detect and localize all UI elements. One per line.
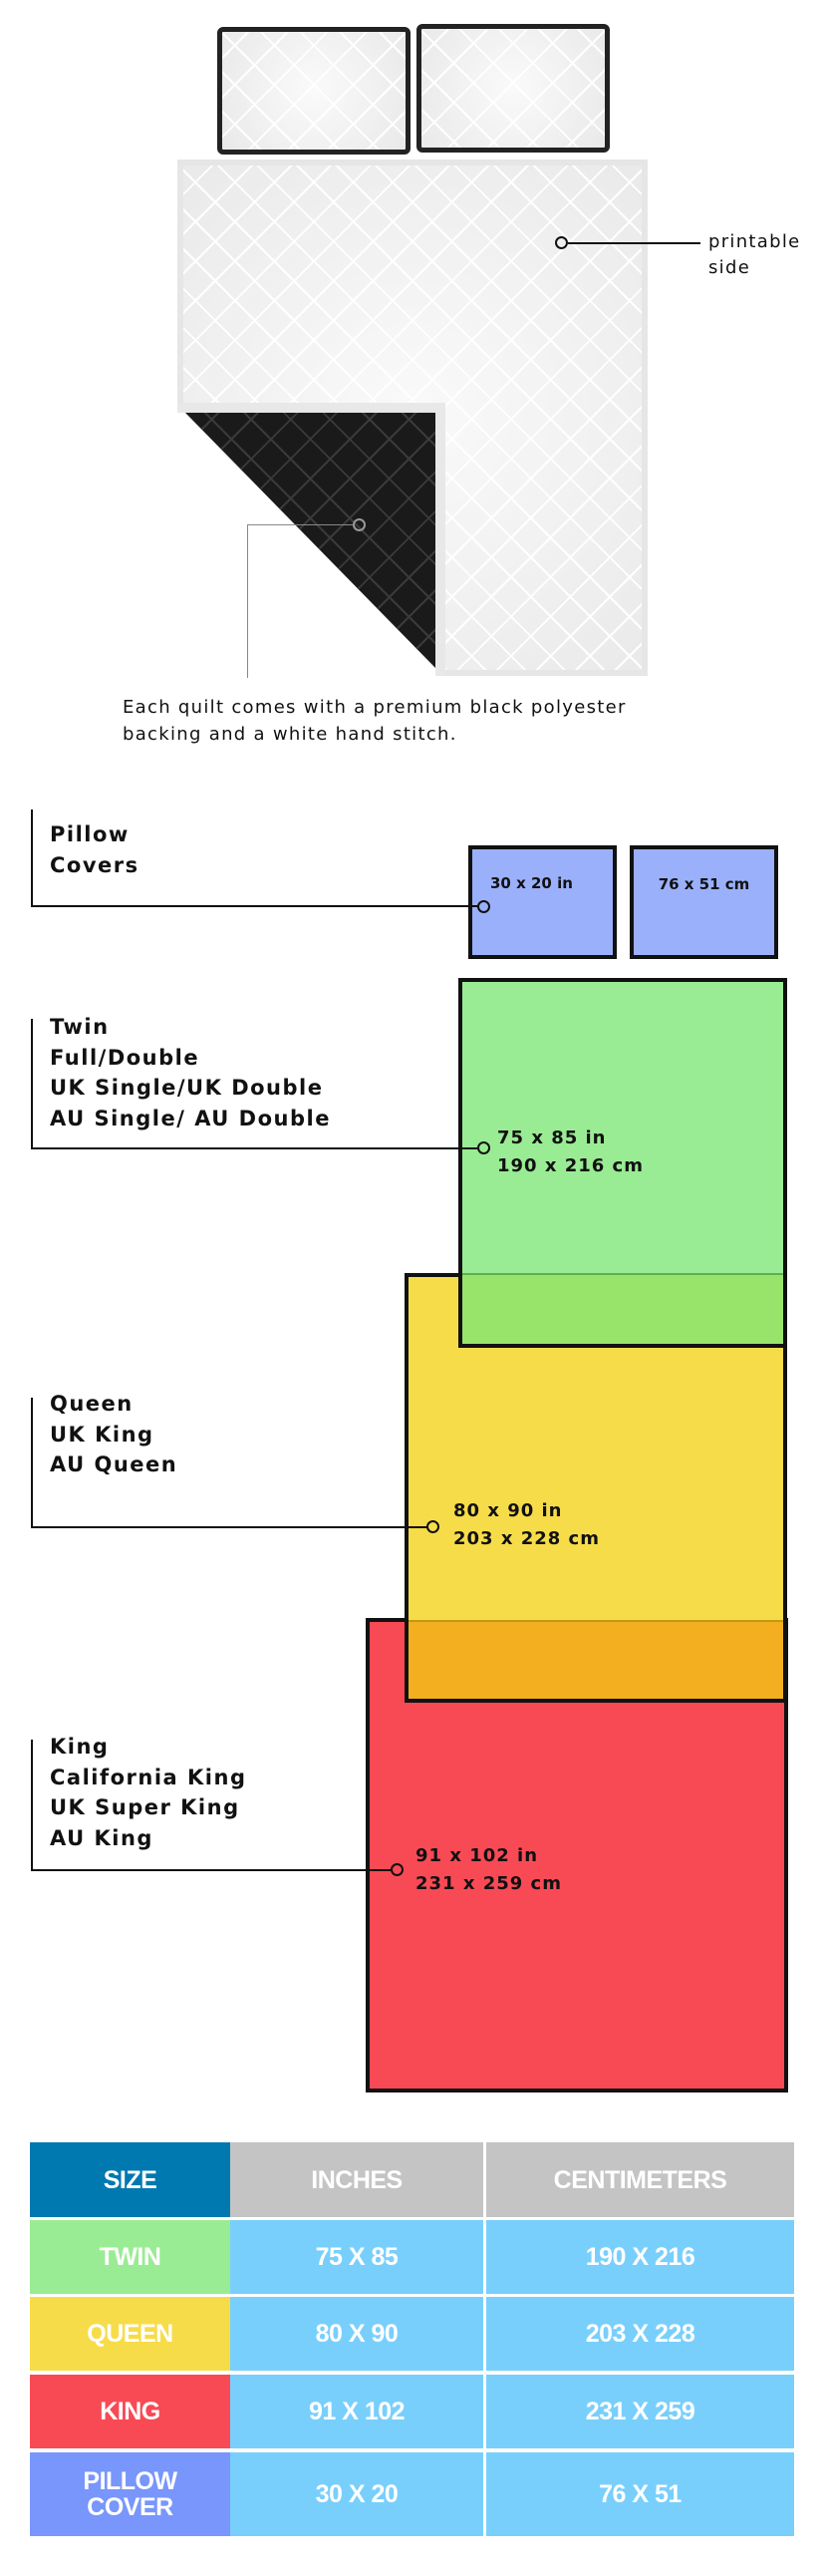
dim-cm: 190 x 216 cm <box>497 1155 644 1176</box>
printable-side-marker <box>555 236 568 249</box>
printable-side-label: printable side <box>708 229 801 281</box>
table-row-queen-cm: 203 X 228 <box>486 2297 794 2371</box>
king-label: King California King UK Super King AU Ki… <box>50 1732 246 1853</box>
pillow-size-box-inches <box>468 845 617 959</box>
queen-bracket-v <box>31 1398 33 1528</box>
printable-side-line <box>568 242 700 244</box>
pillow-marker <box>477 900 490 913</box>
label-line: Pillow <box>50 822 130 846</box>
pillow-left-image <box>217 27 411 155</box>
label-line: California King <box>50 1765 247 1789</box>
queen-king-overlap <box>409 1620 783 1699</box>
twin-dims: 75 x 85 in 190 x 216 cm <box>497 1125 644 1180</box>
table-row-twin-size: TWIN <box>30 2220 230 2294</box>
table-row-queen-size: QUEEN <box>30 2297 230 2371</box>
dim-inches: 75 x 85 in <box>497 1127 607 1148</box>
pillow-dim-inches: 30 x 20 in <box>490 874 573 892</box>
twin-label: Twin Full/Double UK Single/UK Double AU … <box>50 1012 331 1133</box>
queen-dims: 80 x 90 in 203 x 228 cm <box>453 1497 600 1553</box>
table-row-pillow-size: PILLOW COVER <box>30 2452 230 2536</box>
dim-inches: 91 x 102 in <box>415 1845 539 1866</box>
quilt-fold-border-side <box>435 403 445 676</box>
label-line: Full/Double <box>50 1045 200 1070</box>
printable-label-line: side <box>708 257 751 278</box>
twin-marker <box>477 1141 490 1154</box>
pillow-bracket-v <box>31 809 33 907</box>
label-line: UK Single/UK Double <box>50 1076 324 1100</box>
table-row-king-inches: 91 X 102 <box>230 2375 483 2448</box>
pillow-dim-cm: 76 x 51 cm <box>658 875 750 893</box>
label-line: UK Super King <box>50 1795 240 1819</box>
quilt-black-backing <box>185 413 435 668</box>
table-row-queen-inches: 80 X 90 <box>230 2297 483 2371</box>
quilt-fold-border-top <box>177 403 445 413</box>
queen-bracket-h <box>31 1526 427 1528</box>
pillow-size-box-cm <box>630 845 778 959</box>
pillow-right-image <box>416 24 610 153</box>
table-header-inches: INCHES <box>230 2142 483 2217</box>
label-line: Covers <box>50 852 139 877</box>
label-line: King <box>50 1735 110 1759</box>
twin-queen-overlap <box>462 1273 783 1344</box>
twin-bracket-v <box>31 1019 33 1149</box>
table-header-size: SIZE <box>30 2142 230 2217</box>
twin-bracket-h <box>31 1147 477 1149</box>
dim-cm: 203 x 228 cm <box>453 1528 600 1549</box>
king-marker <box>391 1863 404 1876</box>
backing-line-h <box>247 524 353 525</box>
table-row-king-size: KING <box>30 2375 230 2448</box>
label-line: AU Single/ AU Double <box>50 1106 331 1130</box>
queen-label: Queen UK King AU Queen <box>50 1389 177 1480</box>
backing-caption: Each quilt comes with a premium black po… <box>123 694 627 748</box>
label-line: AU King <box>50 1825 153 1850</box>
label-line: UK King <box>50 1422 154 1447</box>
table-row-king-cm: 231 X 259 <box>486 2375 794 2448</box>
table-row-pillow-cm: 76 X 51 <box>486 2452 794 2536</box>
table-row-twin-inches: 75 X 85 <box>230 2220 483 2294</box>
label-line: Queen <box>50 1392 134 1416</box>
table-row-pillow-inches: 30 X 20 <box>230 2452 483 2536</box>
printable-label-line: printable <box>708 231 801 252</box>
table-row-twin-cm: 190 X 216 <box>486 2220 794 2294</box>
table-header-centimeters: CENTIMETERS <box>486 2142 794 2217</box>
pillow-bracket-h <box>31 905 479 907</box>
dim-cm: 231 x 259 cm <box>415 1873 562 1894</box>
caption-line: Each quilt comes with a premium black po… <box>123 697 627 718</box>
king-bracket-v <box>31 1740 33 1871</box>
pillow-label: Pillow Covers <box>50 819 139 880</box>
caption-line: backing and a white hand stitch. <box>123 724 457 745</box>
label-line: AU Queen <box>50 1452 178 1476</box>
backing-marker <box>353 518 366 531</box>
backing-line-v <box>247 524 248 678</box>
label-line: Twin <box>50 1015 110 1039</box>
queen-marker <box>426 1520 439 1533</box>
king-dims: 91 x 102 in 231 x 259 cm <box>415 1842 562 1898</box>
dim-inches: 80 x 90 in <box>453 1500 563 1521</box>
king-bracket-h <box>31 1869 391 1871</box>
